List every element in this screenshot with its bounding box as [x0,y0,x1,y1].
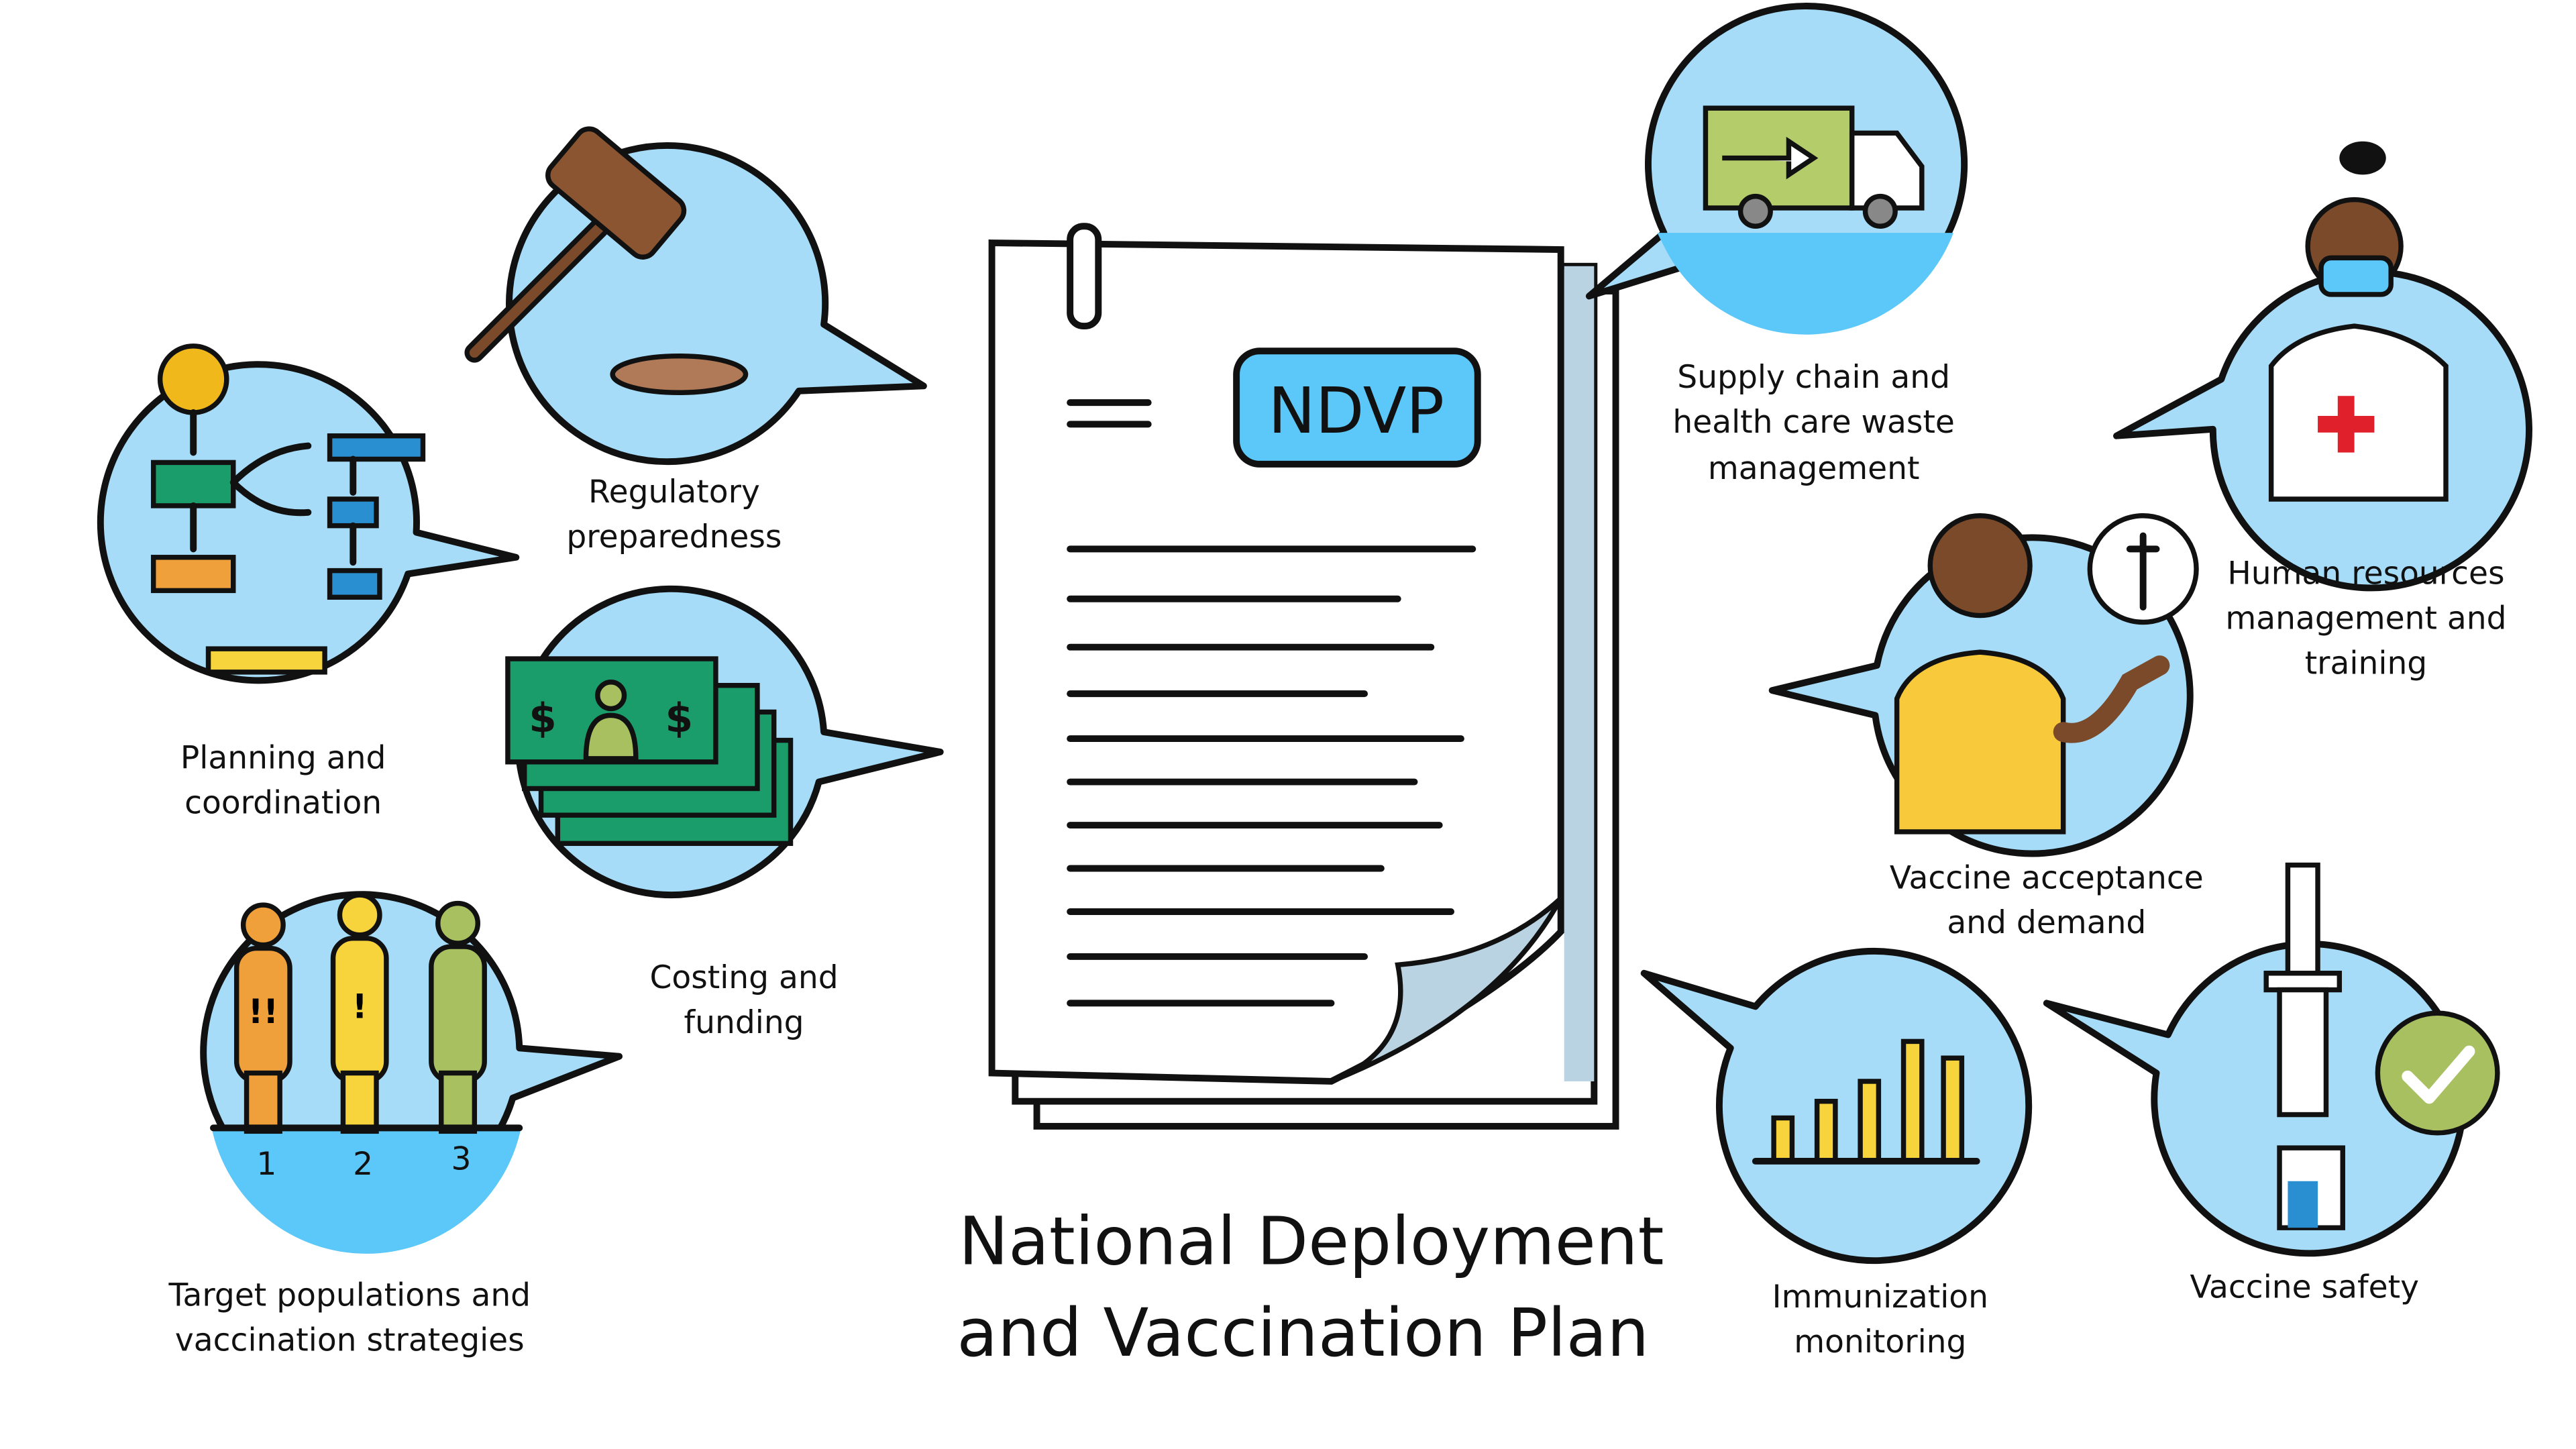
paperclip-icon [1067,223,1102,330]
label-acceptance-2: and demand [1947,904,2146,941]
component-hr: Human resources management and training [2113,141,2532,682]
flowchart-icon [150,343,426,675]
page-title-line-1: National Deployment [959,1203,1664,1281]
person-speech-icon [1894,513,2199,835]
label-target-2: vaccination strategies [175,1322,525,1359]
people-icon: !! ! [233,892,487,1134]
rank-2: 2 [353,1146,373,1183]
bar-chart-icon [1752,1038,1980,1165]
rank-1: 1 [256,1146,276,1183]
label-supply-2: health care waste [1672,404,1955,441]
money-icon: $ $ [505,656,794,847]
label-acceptance-1: Vaccine acceptance [1890,859,2204,896]
component-supply: Supply chain and health care waste manag… [1585,3,1968,487]
label-supply-3: management [1708,450,1920,487]
ndvp-badge-text: NDVP [1268,375,1444,448]
svg-text:$: $ [665,696,693,742]
document-text-lines [1067,545,1477,1007]
label-safety-1: Vaccine safety [2190,1269,2418,1305]
page-title-line-2: and Vaccination Plan [957,1295,1649,1372]
component-regulatory: Regulatory preparedness [464,126,927,555]
svg-text:!: ! [352,987,368,1026]
label-target-1: Target populations and [168,1277,531,1314]
syringe-check-icon [2263,862,2500,1230]
label-hr-3: training [2305,645,2428,682]
label-monitoring-1: Immunization [1772,1279,1988,1316]
component-acceptance: Vaccine acceptance and demand [1768,513,2204,941]
label-regulatory-2: preparedness [566,519,782,555]
label-hr-2: management and [2225,600,2506,637]
label-hr-1: Human resources [2227,555,2504,592]
label-supply-1: Supply chain and [1677,359,1950,396]
truck-icon [1703,105,1925,229]
component-safety: Vaccine safety [2043,862,2500,1305]
component-costing: $ $ Costing and funding [505,585,944,1041]
label-costing-1: Costing and [649,959,838,996]
rank-3: 3 [451,1140,471,1177]
health-worker-icon [2268,141,2449,502]
component-planning: Planning and coordination [97,343,520,822]
label-planning-1: Planning and [180,740,386,777]
label-regulatory-1: Regulatory [588,474,760,511]
label-monitoring-2: monitoring [1794,1324,1966,1360]
component-target: !! ! 1 2 3 Target populations and vaccin… [168,891,623,1359]
component-monitoring: Immunization monitoring [1640,947,2033,1360]
svg-text:$: $ [529,696,556,742]
svg-text:!!: !! [248,992,278,1031]
gavel-icon [464,126,749,395]
label-costing-2: funding [684,1004,804,1041]
document-stack: NDVP [988,223,1619,1130]
label-planning-2: coordination [184,785,382,822]
ndvp-badge [1233,347,1481,468]
